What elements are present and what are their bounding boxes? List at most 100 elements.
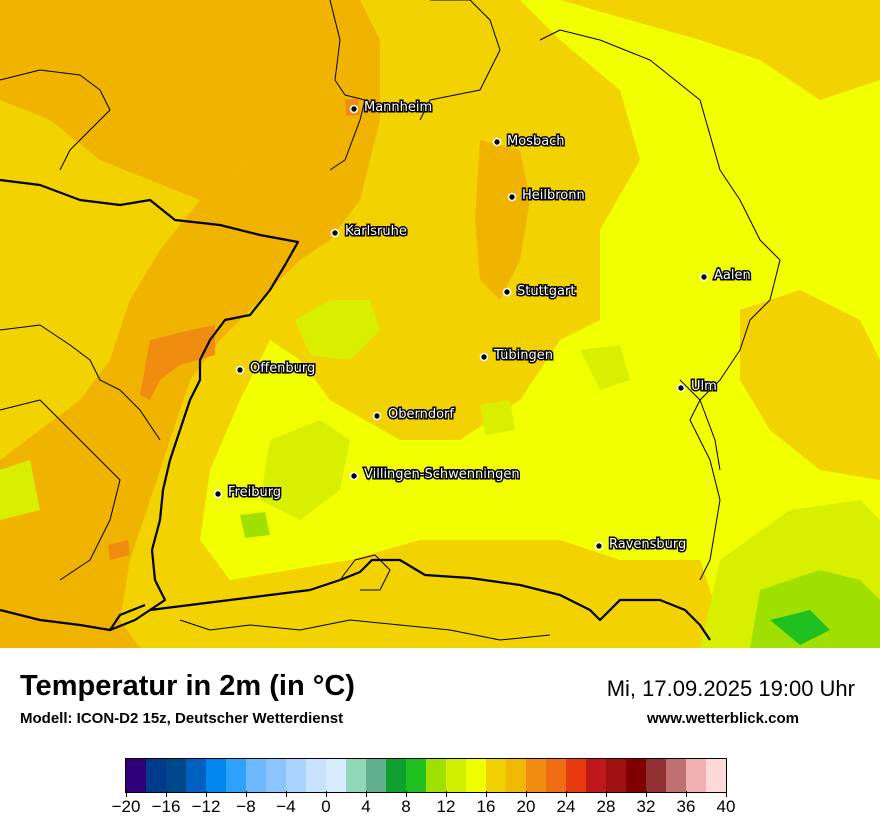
website-link[interactable]: www.wetterblick.com (647, 710, 799, 727)
legend-tick-label: 36 (676, 797, 696, 816)
border-north (329, 0, 366, 171)
temp-zone-warm-se (740, 290, 880, 480)
legend-tick (486, 791, 487, 797)
legend-tick (206, 791, 207, 797)
border-bavaria (539, 29, 781, 581)
temperature-map[interactable]: Mannheim Mosbach Heilbronn Karlsruhe Aal… (0, 0, 880, 648)
temp-zone-green-3 (240, 512, 270, 538)
legend-tick-label: 32 (636, 797, 656, 816)
temp-zone-green-2 (770, 610, 830, 645)
border-swiss-cantons (179, 619, 551, 641)
legend-tick (286, 791, 287, 797)
legend-tick-label: 16 (476, 797, 496, 816)
legend-swatch (426, 759, 446, 792)
legend-tick (686, 791, 687, 797)
city-aalen[interactable]: Aalen (699, 267, 752, 285)
city-villingen[interactable]: Villingen-Schwenningen (349, 466, 521, 484)
legend-swatch (266, 759, 286, 792)
city-label-freiburg: Freiburg (228, 485, 281, 500)
temp-zone-cool-5 (0, 460, 40, 520)
legend-tick (366, 791, 367, 797)
legend-swatch (586, 759, 606, 792)
city-freiburg[interactable]: Freiburg (213, 484, 283, 502)
city-label-ulm: Ulm (691, 379, 717, 394)
legend-tick-label: 4 (361, 797, 371, 816)
model-info: Modell: ICON-D2 15z, Deutscher Wetterdie… (20, 710, 344, 727)
temp-zone-cool-2 (260, 420, 350, 520)
forecast-datetime: Mi, 17.09.2025 19:00 Uhr (606, 676, 855, 701)
city-stuttgart[interactable]: Stuttgart (502, 283, 577, 301)
temp-zone-hottest (140, 325, 215, 400)
legend-swatch (206, 759, 226, 792)
city-mosbach[interactable]: Mosbach (492, 133, 566, 151)
temp-zone-cool-6 (480, 400, 515, 435)
city-label-offenburg: Offenburg (250, 361, 315, 376)
city-label-villingen: Villingen-Schwenningen (364, 467, 520, 482)
border-rhine (0, 178, 300, 632)
legend-tick (726, 791, 727, 797)
legend-swatch (706, 759, 726, 792)
map-footer: Temperatur in 2m (in °C) Modell: ICON-D2… (0, 648, 880, 830)
city-ravensburg[interactable]: Ravensburg (594, 536, 688, 554)
legend-swatch (546, 759, 566, 792)
legend-tick-label: −8 (236, 797, 256, 816)
legend-tick (606, 791, 607, 797)
temp-zone-hot-neckar (475, 140, 530, 300)
border-switzerland (149, 558, 711, 641)
temp-zone-warm-east (560, 0, 880, 100)
legend-swatch (526, 759, 546, 792)
legend-tick (166, 791, 167, 797)
border-alsace-dept (0, 399, 121, 581)
legend-swatch (346, 759, 366, 792)
legend-ticks: −20 −16 −12 −8 −4 0 4 8 12 16 20 24 28 32 36 40 (0, 791, 880, 821)
legend-tick-label: −20 (111, 797, 141, 816)
legend-swatch (306, 759, 326, 792)
legend-swatch (286, 759, 306, 792)
city-label-mannheim: Mannheim (364, 100, 432, 115)
legend-swatch (226, 759, 246, 792)
legend-swatch (506, 759, 526, 792)
city-tuebingen[interactable]: Tübingen (479, 347, 555, 365)
legend-swatch (406, 759, 426, 792)
city-label-tuebingen: Tübingen (493, 348, 553, 363)
legend-tick-label: −16 (151, 797, 181, 816)
city-mannheim[interactable]: Mannheim (349, 99, 434, 117)
border-switzerland-west (0, 603, 146, 632)
map-canvas: Mannheim Mosbach Heilbronn Karlsruhe Aal… (0, 0, 880, 648)
border-pfalz (0, 69, 111, 171)
legend-tick-label: 28 (596, 797, 616, 816)
city-label-karlsruhe: Karlsruhe (345, 224, 407, 239)
city-label-ravensburg: Ravensburg (609, 537, 686, 552)
city-karlsruhe[interactable]: Karlsruhe (330, 223, 408, 241)
border-lorraine (0, 324, 161, 441)
temp-zone-cool-3 (580, 345, 630, 390)
legend-tick (126, 791, 127, 797)
legend-tick-label: 12 (436, 797, 456, 816)
legend-swatch (686, 759, 706, 792)
city-label-stuttgart: Stuttgart (517, 284, 575, 299)
legend-tick-label: −4 (276, 797, 296, 816)
legend-tick (446, 791, 447, 797)
temp-zone-hot (0, 0, 380, 648)
legend-tick (326, 791, 327, 797)
city-oberndorf[interactable]: Oberndorf (372, 406, 456, 424)
legend-swatch (166, 759, 186, 792)
city-ulm[interactable]: Ulm (676, 378, 718, 396)
temp-zone-hottest-2 (108, 540, 130, 560)
city-label-oberndorf: Oberndorf (388, 407, 454, 422)
legend-swatch (146, 759, 166, 792)
legend-tick-label: −12 (191, 797, 221, 816)
legend-swatch (246, 759, 266, 792)
legend-tick-label: 24 (556, 797, 576, 816)
legend-tick (406, 791, 407, 797)
legend-swatch (666, 759, 686, 792)
legend-swatch (446, 759, 466, 792)
temp-zone-cool-1 (295, 300, 380, 360)
legend-tick (566, 791, 567, 797)
legend-tick-label: 8 (401, 797, 411, 816)
border-lake (339, 554, 391, 591)
legend-swatch (126, 759, 146, 792)
city-offenburg[interactable]: Offenburg (235, 360, 317, 378)
legend-swatch (326, 759, 346, 792)
city-heilbronn[interactable]: Heilbronn (507, 187, 586, 205)
